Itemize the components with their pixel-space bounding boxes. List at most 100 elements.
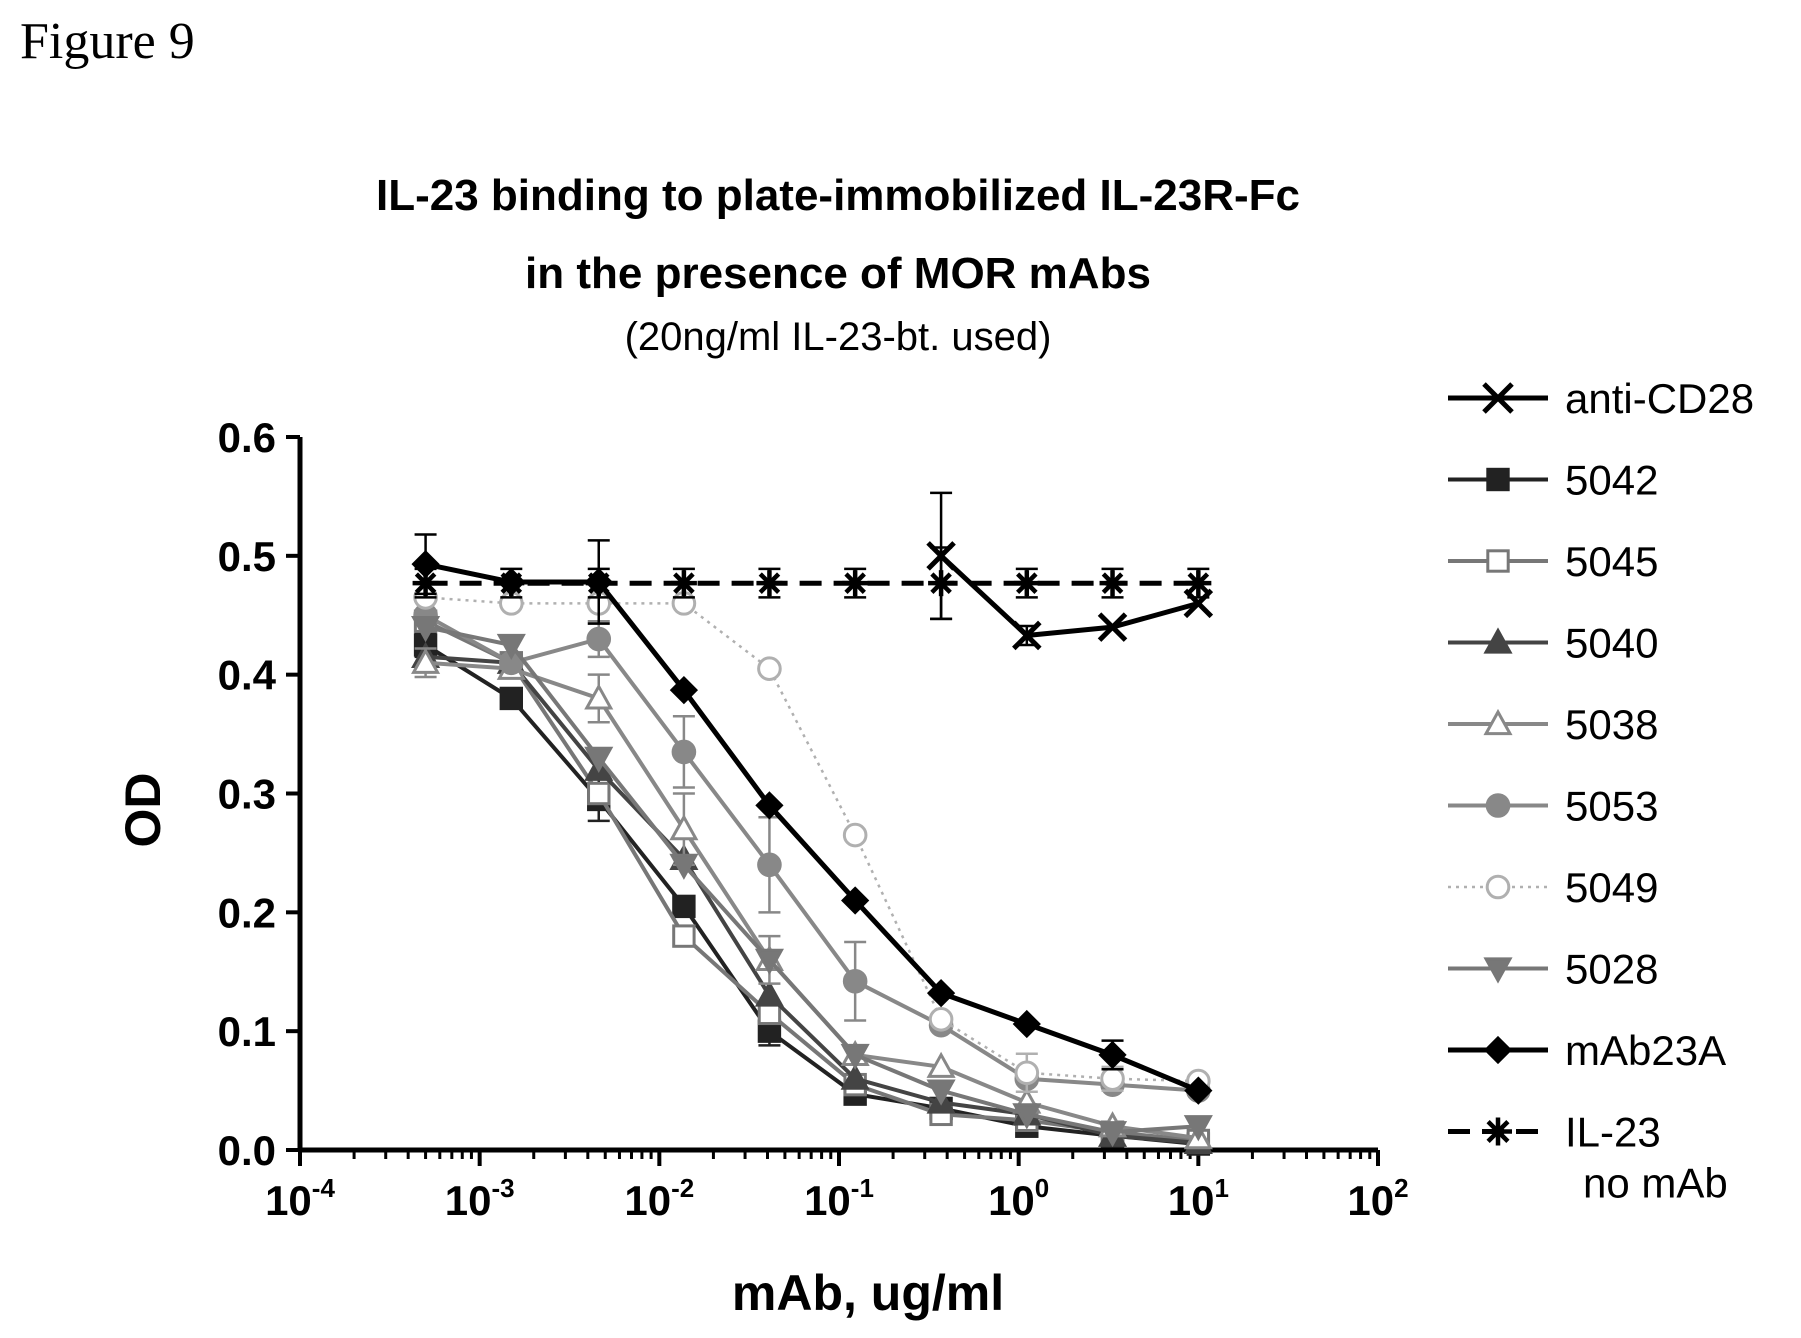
- data-point: [926, 1051, 956, 1078]
- y-axis-label: OD: [115, 773, 171, 848]
- legend-marker: [1483, 957, 1513, 984]
- data-point: [586, 626, 612, 652]
- series-line: [425, 654, 1199, 1145]
- data-point: [1012, 1103, 1042, 1130]
- data-point: [412, 570, 439, 597]
- chart-subtitle: (20ng/ml IL-23-bt. used): [625, 315, 1052, 359]
- legend-marker: [1486, 467, 1510, 492]
- data-point: [672, 894, 696, 919]
- x-tick-label: 10-1: [804, 1173, 874, 1224]
- series-anti-cd28: [926, 491, 1214, 651]
- x-tick-label: 10-3: [445, 1173, 515, 1224]
- legend-label: 5028: [1565, 946, 1658, 993]
- series-mab23a: [411, 533, 1213, 1105]
- data-point: [584, 746, 614, 773]
- legend-item: 5028: [1448, 946, 1658, 993]
- legend-marker: [1482, 382, 1514, 414]
- data-point: [755, 791, 784, 820]
- data-point: [926, 1079, 956, 1106]
- legend-item: 5045: [1448, 538, 1658, 585]
- data-point: [1098, 1040, 1127, 1070]
- series-line: [939, 553, 1199, 638]
- data-point: [1183, 588, 1214, 619]
- y-tick-label: 0.1: [218, 1008, 276, 1055]
- data-point: [499, 686, 524, 711]
- legend-label-line2: no mAb: [1583, 1160, 1728, 1207]
- series-il-23: [412, 546, 1212, 621]
- data-point: [754, 948, 784, 975]
- legend-marker: [1483, 708, 1513, 736]
- data-point: [1097, 1121, 1128, 1148]
- data-point: [842, 822, 868, 848]
- axes: 0.0 0.1 0.2 0.3 0.4 0.5 0.6 10-4 10-3 10-2 10-1 100…: [218, 414, 1409, 1224]
- legend-marker: [1483, 1035, 1513, 1065]
- legend-label: IL-23: [1565, 1109, 1661, 1156]
- y-tick-label: 0.2: [218, 889, 276, 936]
- series-line: [425, 625, 1199, 1135]
- data-point: [757, 656, 782, 682]
- data-point: [672, 924, 696, 948]
- data-point: [411, 647, 441, 674]
- data-point: [1014, 1060, 1040, 1086]
- series-line: [424, 613, 1199, 1093]
- data-point: [757, 852, 782, 878]
- data-point: [1184, 1076, 1213, 1105]
- legend-label: mAb23A: [1565, 1027, 1726, 1074]
- y-tick-label: 0.5: [218, 533, 276, 580]
- data-point: [754, 980, 784, 1007]
- legend-item: anti-CD28: [1448, 375, 1754, 422]
- chart-title-line2: in the presence of MOR mAbs: [525, 249, 1151, 298]
- data-point: [584, 683, 614, 710]
- data-point: [498, 570, 525, 597]
- data-point: [1099, 570, 1126, 597]
- data-point: [1100, 1066, 1125, 1091]
- legend-item: 5053: [1448, 783, 1658, 830]
- data-point: [411, 616, 441, 643]
- series-line: [425, 596, 1199, 1083]
- data-point: [1012, 620, 1042, 651]
- data-point: [585, 570, 612, 597]
- x-axis-label: mAb, ug/ml: [732, 1265, 1004, 1321]
- data-point: [669, 675, 699, 705]
- legend-item: 5042: [1448, 457, 1658, 504]
- legend-label: 5045: [1565, 538, 1658, 585]
- series-5049: [413, 585, 1211, 1094]
- legend-marker: [1485, 793, 1511, 818]
- data-point: [928, 1006, 954, 1032]
- data-point: [928, 570, 955, 597]
- series-line: [425, 561, 1200, 1093]
- legend-item: mAb23A: [1448, 1027, 1726, 1074]
- data-point: [1097, 612, 1128, 642]
- legend-label: 5040: [1565, 620, 1658, 667]
- data-point: [1185, 570, 1212, 597]
- data-point: [669, 814, 699, 841]
- legend-item: 5049: [1448, 864, 1658, 911]
- data-point: [842, 570, 869, 597]
- legend-marker: [1485, 874, 1511, 900]
- legend-marker: [1483, 627, 1513, 654]
- data-point: [842, 968, 868, 994]
- data-point: [1183, 1115, 1213, 1142]
- data-point: [926, 979, 956, 1008]
- x-tick-label: 102: [1347, 1173, 1408, 1224]
- legend-marker: [1484, 1117, 1512, 1146]
- data-point: [670, 570, 697, 597]
- x-tick-label: 10-4: [265, 1173, 335, 1224]
- legend-item: 5040: [1448, 620, 1658, 667]
- y-tick-label: 0.3: [218, 771, 276, 818]
- data-point: [496, 633, 526, 661]
- chart-title-line1: IL-23 binding to plate-immobilized IL-23…: [376, 171, 1300, 220]
- series-5028: [411, 616, 1213, 1148]
- legend-label: 5053: [1565, 783, 1658, 830]
- data-point: [840, 1063, 870, 1090]
- x-tick-label: 101: [1168, 1173, 1229, 1224]
- x-tick-label: 10-2: [624, 1173, 694, 1224]
- plot-area: [411, 491, 1214, 1156]
- data-point: [756, 570, 783, 597]
- legend-item: 5038: [1448, 701, 1658, 748]
- series-line: [424, 643, 1199, 1147]
- x-tick-label: 100: [988, 1173, 1049, 1224]
- legend-label: 5049: [1565, 864, 1658, 911]
- data-point: [587, 781, 611, 806]
